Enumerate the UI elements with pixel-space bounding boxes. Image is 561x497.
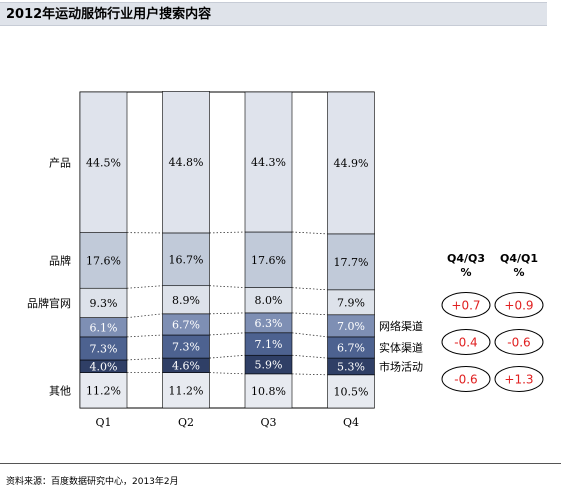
change-header: %: [460, 266, 471, 279]
change-value: +0.7: [451, 299, 480, 313]
data-label-q1-3: 6.1%: [90, 321, 118, 334]
change-ellipse: [494, 292, 544, 318]
bar-segment-q1-5: [79, 232, 128, 289]
change-ellipse: [441, 292, 491, 318]
data-label-q3-5: 17.6%: [251, 254, 286, 267]
connector-line: [209, 231, 246, 234]
connector-line: [291, 231, 328, 235]
connector-line: [291, 332, 328, 338]
bar-segment-q4-0: [327, 374, 375, 409]
right-label: 实体渠道: [379, 340, 423, 354]
change-value: -0.6: [454, 373, 477, 387]
data-label-q3-4: 8.0%: [255, 294, 283, 307]
change-ellipse: [494, 329, 544, 355]
bar-segment-q2-5: [162, 232, 210, 287]
data-label-q4-1: 5.3%: [337, 360, 365, 373]
footer-divider: [0, 463, 561, 464]
data-label-q2-1: 4.6%: [172, 359, 200, 372]
bar-segment-q4-6: [327, 91, 375, 235]
change-ellipse: [494, 366, 544, 392]
connector-line: [126, 357, 163, 361]
x-tick-label-q1: Q1: [95, 416, 111, 429]
bar-segment-q3-6: [244, 91, 293, 233]
connector-line: [126, 285, 163, 289]
data-label-q1-6: 44.5%: [86, 156, 121, 169]
connector-line: [209, 312, 246, 315]
source-note: 资料来源：百度数据研究中心，2013年2月: [6, 477, 179, 487]
connector-line: [126, 313, 163, 319]
data-label-q1-2: 7.3%: [90, 342, 118, 355]
connector-line: [291, 373, 328, 376]
data-label-q2-5: 16.7%: [169, 253, 204, 266]
data-label-q2-2: 7.3%: [172, 341, 200, 354]
left-label: 品牌: [49, 253, 71, 267]
right-label: 网络渠道: [379, 319, 423, 333]
bar-segment-q2-6: [162, 91, 210, 234]
left-label: 品牌官网: [27, 296, 71, 310]
data-label-q3-1: 5.9%: [255, 359, 283, 372]
x-tick-label-q3: Q3: [260, 416, 276, 429]
stacked-bar-chart: 11.2% 4.0% 7.3% 6.1% 9.3% 17.6% 44.5% Q1 11.2% 4.…: [27, 91, 544, 429]
change-value: +1.3: [504, 373, 533, 387]
data-label-q4-4: 7.9%: [337, 296, 365, 309]
x-tick-label-q4: Q4: [343, 416, 359, 429]
change-value: -0.4: [454, 336, 477, 350]
bar-segment-q1-0: [79, 372, 128, 409]
connector-line: [291, 312, 328, 316]
change-value: -0.6: [507, 336, 530, 350]
connector-line: [209, 354, 246, 359]
right-label: 市场活动: [379, 359, 423, 373]
data-label-q3-6: 44.3%: [251, 156, 286, 169]
change-header: Q4/Q1: [500, 252, 538, 265]
bar-segment-q3-0: [244, 373, 293, 409]
bar-segment-q2-0: [162, 372, 210, 409]
data-label-q1-4: 9.3%: [90, 297, 118, 310]
connector-line: [209, 285, 246, 289]
left-label: 产品: [49, 155, 71, 169]
data-label-q4-3: 7.0%: [337, 320, 365, 333]
connector-line: [291, 354, 328, 359]
change-header: %: [513, 266, 524, 279]
connector-line: [209, 372, 246, 375]
change-ellipse: [441, 366, 491, 392]
data-label-q2-0: 11.2%: [169, 384, 204, 397]
data-label-q4-0: 10.5%: [334, 385, 369, 398]
data-label-q1-1: 4.0%: [90, 360, 118, 373]
left-label: 其他: [49, 384, 71, 397]
data-label-q2-6: 44.8%: [169, 156, 204, 169]
data-label-q1-5: 17.6%: [86, 254, 121, 267]
data-label-q3-3: 6.3%: [255, 317, 283, 330]
data-label-q1-0: 11.2%: [86, 384, 121, 397]
connector-line: [291, 287, 328, 291]
connector-line: [126, 334, 163, 338]
data-label-q3-2: 7.1%: [255, 338, 283, 351]
change-header: Q4/Q3: [447, 252, 485, 265]
change-value: +0.9: [504, 299, 533, 313]
x-tick-label-q2: Q2: [178, 416, 194, 429]
bar-segment-q2-4: [162, 285, 210, 315]
chart-title: 2012年运动服饰行业用户搜索内容: [0, 2, 547, 26]
connector-line: [209, 332, 246, 336]
bar-segment-q1-6: [79, 91, 128, 233]
data-label-q2-3: 6.7%: [172, 318, 200, 331]
data-label-q3-0: 10.8%: [251, 385, 286, 398]
data-label-q4-6: 44.9%: [334, 157, 369, 170]
bar-segment-q3-4: [244, 287, 293, 314]
data-label-q2-4: 8.9%: [172, 294, 200, 307]
bar-segment-q1-4: [79, 287, 128, 318]
change-ellipse: [441, 329, 491, 355]
bar-segment-q4-5: [327, 233, 375, 291]
bar-segment-q3-5: [244, 231, 293, 288]
data-label-q4-2: 6.7%: [337, 341, 365, 354]
data-label-q4-5: 17.7%: [334, 256, 369, 269]
